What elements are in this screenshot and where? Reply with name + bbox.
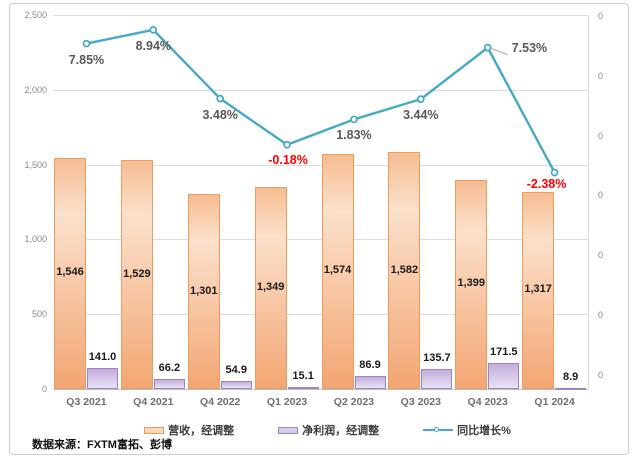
revenue-bar-label: 1,582 [390, 263, 419, 276]
growth-value-label: 8.94% [135, 38, 172, 53]
profit-bar-label: 54.9 [225, 363, 247, 376]
revenue-bar [321, 153, 354, 389]
x-axis-tick-label: Q2 2023 [333, 396, 375, 408]
growth-line-marker-icon [423, 426, 454, 434]
growth-point-marker [216, 94, 225, 103]
y-axis-right-tick-label: 0 [598, 11, 604, 21]
revenue-bar [455, 179, 488, 389]
y-axis-tick-label: 500 [31, 309, 47, 320]
growth-value-label: 1.83% [336, 128, 372, 143]
x-axis-tick-label: Q3 2021 [66, 396, 107, 408]
growth-point-marker [82, 39, 91, 48]
growth-value-label: 7.85% [68, 52, 105, 67]
y-axis-right-tick-label: 0 [598, 369, 604, 380]
profit-bar [87, 367, 118, 389]
profit-bar-label: 86.9 [359, 358, 381, 371]
x-axis-tick-label: Q4 2021 [133, 396, 174, 408]
revenue-bar-label: 1,349 [256, 281, 285, 294]
revenue-bar-label: 1,399 [457, 277, 486, 290]
legend-item-revenue: 营收，经调整 [144, 422, 234, 438]
profit-bar-label: 15.1 [292, 369, 314, 382]
profit-bar [488, 363, 520, 389]
legend: 营收，经调整 净利润，经调整 同比增长% [10, 422, 635, 438]
y-axis-right-tick-label: 0 [598, 190, 604, 201]
gridline [53, 314, 588, 316]
profit-bar [153, 379, 185, 389]
revenue-bar [120, 160, 153, 389]
revenue-bar [54, 157, 86, 389]
growth-value-label: 3.48% [202, 107, 238, 122]
profit-bar-label: 8.9 [562, 370, 579, 383]
revenue-bar-label: 1,301 [189, 284, 218, 297]
profit-bar-label: 141.0 [88, 350, 117, 363]
source-note: 数据来源：FXTM富拓、彭博 [32, 439, 172, 451]
profit-bar [354, 375, 386, 389]
profit-bar [421, 368, 453, 389]
profit-bar [287, 386, 319, 389]
y-axis-tick-label: 1,000 [24, 234, 47, 245]
x-axis-tick-label: Q4 2023 [467, 396, 508, 408]
growth-point-marker [149, 26, 158, 34]
gridline [53, 15, 588, 16]
profit-bar-label: 66.2 [158, 362, 181, 375]
growth-value-label: 3.44% [403, 108, 439, 123]
legend-item-growth: 同比增长% [423, 422, 511, 438]
revenue-bar [522, 191, 555, 389]
gridline [53, 389, 588, 390]
revenue-swatch-icon [144, 426, 165, 434]
y-axis-right-tick-label: 0 [598, 310, 604, 320]
revenue-bar [254, 187, 287, 389]
legend-label-profit: 净利润，经调整 [302, 425, 380, 437]
y-axis-tick-label: 2,000 [24, 84, 47, 95]
revenue-bar [388, 152, 421, 389]
revenue-bar-label: 1,317 [524, 283, 552, 296]
legend-label-revenue: 营收，经调整 [168, 425, 235, 437]
growth-value-label: -0.18% [268, 152, 308, 167]
growth-point-marker [283, 140, 291, 149]
y-axis-tick-label: 1,500 [24, 159, 47, 170]
legend-item-profit: 净利润，经调整 [278, 422, 379, 438]
y-axis-right-tick-label: 0 [598, 250, 604, 261]
x-axis-tick-label: Q3 2023 [400, 396, 441, 408]
profit-bar [220, 380, 252, 389]
y-axis-tick-label: 2,500 [24, 10, 47, 20]
profit-bar [555, 387, 587, 390]
x-axis-tick-label: Q4 2022 [200, 396, 241, 408]
plot-right-border [588, 15, 589, 389]
gridline [53, 239, 588, 241]
y-axis-tick-label: 0 [41, 384, 47, 394]
growth-point-marker [350, 115, 358, 124]
x-axis-tick-label: Q1 2023 [266, 396, 308, 408]
x-axis-tick-label: Q1 2024 [534, 396, 575, 408]
revenue-bar [187, 194, 220, 389]
profit-bar-label: 171.5 [489, 346, 518, 359]
profit-swatch-icon [278, 426, 299, 434]
growth-point-marker [483, 43, 492, 52]
revenue-bar-label: 1,546 [56, 266, 84, 279]
y-axis-right-tick-label: 0 [598, 70, 604, 81]
label-leader-line [491, 48, 508, 56]
growth-point-marker [416, 95, 425, 104]
growth-point-marker [550, 168, 559, 177]
y-axis-right-tick-label: 0 [598, 130, 604, 141]
revenue-bar-label: 1,574 [323, 264, 352, 277]
chart-frame: 2,500 2,000 1,500 1,000 500 0 0 0 0 0 0 0 0 1,546 14… [9, 3, 629, 455]
legend-label-growth: 同比增长% [457, 425, 511, 437]
profit-bar-label: 135.7 [423, 351, 451, 364]
gridline [53, 89, 588, 91]
revenue-bar-label: 1,529 [123, 267, 151, 280]
growth-value-label: -2.38% [526, 177, 567, 192]
growth-value-label: 7.53% [511, 40, 548, 55]
